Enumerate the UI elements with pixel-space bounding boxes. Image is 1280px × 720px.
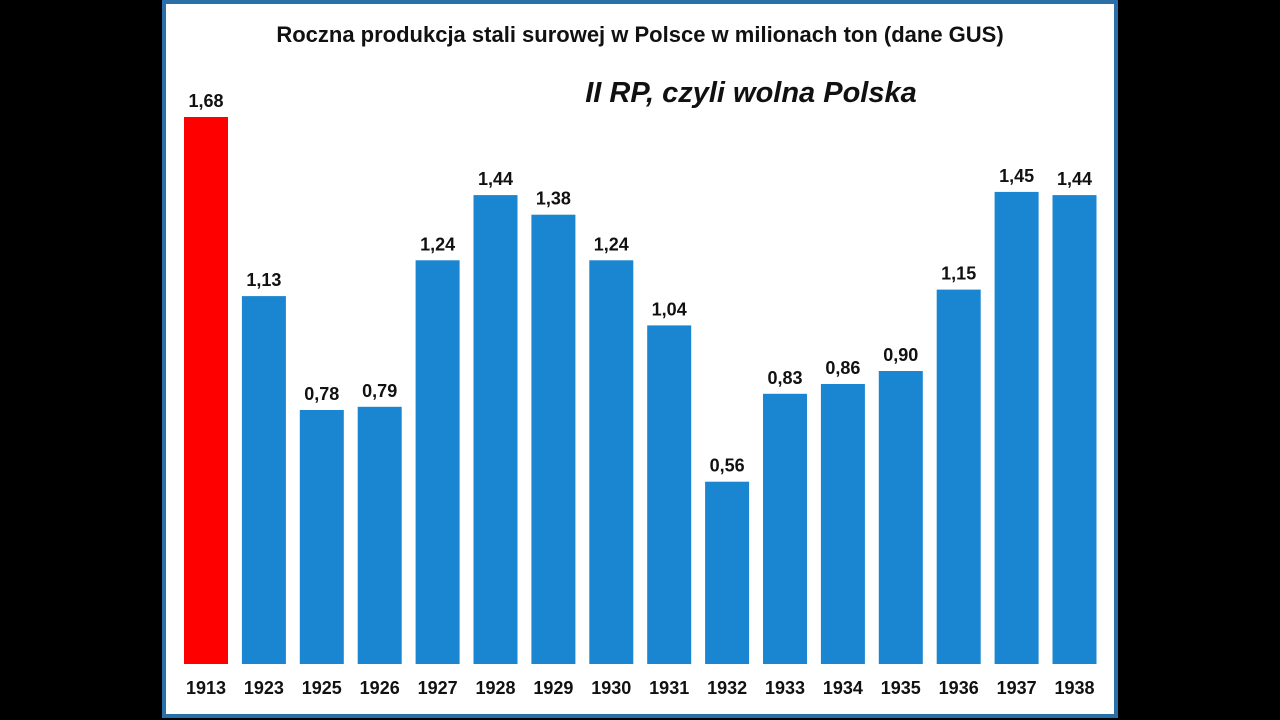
bar-1935 <box>878 371 923 664</box>
bar-1932 <box>705 481 750 664</box>
x-tick-label-1926: 1926 <box>360 678 400 698</box>
bar-1929 <box>531 214 576 664</box>
x-tick-label-1936: 1936 <box>939 678 979 698</box>
value-label-1936: 1,15 <box>941 264 976 284</box>
x-axis-tick-labels: 1913 1923 1925 1926 1927 1928 1929 1930 1931 1932… <box>186 678 1095 698</box>
bar-1923 <box>241 296 286 664</box>
x-tick-label-1929: 1929 <box>533 678 573 698</box>
bar-1933 <box>763 393 807 664</box>
bar-1927 <box>415 260 460 664</box>
x-tick-label-1925: 1925 <box>302 678 342 698</box>
value-label-1913: 1,68 <box>188 91 223 111</box>
x-tick-label-1938: 1938 <box>1054 678 1094 698</box>
value-label-1931: 1,04 <box>652 299 687 319</box>
bar-1931 <box>647 325 692 664</box>
bar-chart: Roczna produkcja stali surowej w Polsce … <box>184 22 1097 698</box>
x-tick-label-1934: 1934 <box>823 678 863 698</box>
bar-1930 <box>589 260 634 664</box>
value-label-1932: 0,56 <box>710 456 745 476</box>
x-tick-label-1937: 1937 <box>997 678 1037 698</box>
x-tick-label-1927: 1927 <box>418 678 458 698</box>
value-label-1927: 1,24 <box>420 234 455 254</box>
value-label-1925: 0,78 <box>304 384 339 404</box>
x-tick-label-1923: 1923 <box>244 678 284 698</box>
value-label-1930: 1,24 <box>594 234 629 254</box>
value-label-1928: 1,44 <box>478 169 513 189</box>
x-tick-label-1931: 1931 <box>649 678 689 698</box>
value-label-1933: 0,83 <box>767 368 802 388</box>
value-label-1937: 1,45 <box>999 166 1034 186</box>
chart-title: Roczna produkcja stali surowej w Polsce … <box>276 22 1003 47</box>
x-tick-label-1933: 1933 <box>765 678 805 698</box>
value-label-1934: 0,86 <box>825 358 860 378</box>
bar-1936 <box>936 289 981 664</box>
value-label-1929: 1,38 <box>536 189 571 209</box>
x-tick-label-1932: 1932 <box>707 678 747 698</box>
value-labels-layer: 1,68 1,13 0,78 0,79 1,24 1,44 1,38 1,24 1,04 0,56… <box>188 91 1092 476</box>
bar-1937 <box>994 191 1039 664</box>
bar-1934 <box>820 384 865 664</box>
x-tick-label-1913: 1913 <box>186 678 226 698</box>
bar-1938 <box>1052 195 1097 664</box>
x-tick-label-1928: 1928 <box>475 678 515 698</box>
value-label-1938: 1,44 <box>1057 169 1092 189</box>
value-label-1923: 1,13 <box>246 270 281 290</box>
value-label-1935: 0,90 <box>883 345 918 365</box>
bars-layer <box>184 117 1097 664</box>
x-tick-label-1930: 1930 <box>591 678 631 698</box>
chart-subtitle: II RP, czyli wolna Polska <box>585 77 917 109</box>
bar-1928 <box>473 195 518 664</box>
bar-1913 <box>184 117 228 664</box>
bar-1925 <box>299 410 344 664</box>
bar-1926 <box>357 406 402 664</box>
chart-panel: Roczna produkcja stali surowej w Polsce … <box>162 0 1118 718</box>
value-label-1926: 0,79 <box>362 381 397 401</box>
x-tick-label-1935: 1935 <box>881 678 921 698</box>
